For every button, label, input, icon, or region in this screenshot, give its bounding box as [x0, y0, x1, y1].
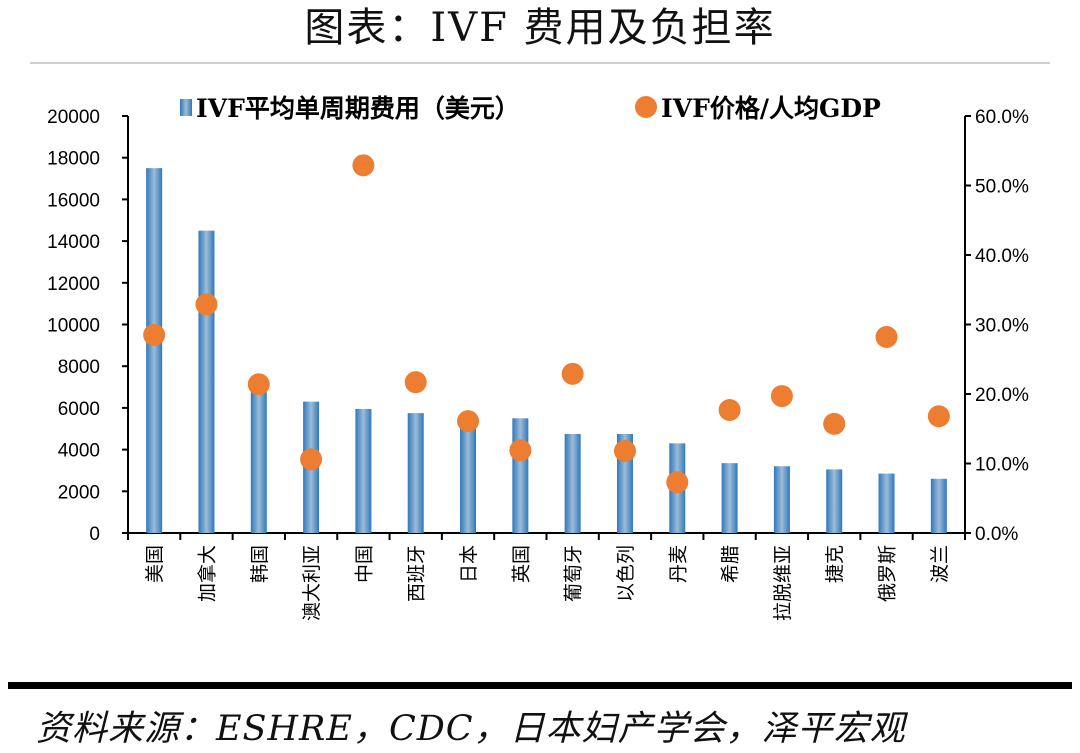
- right-tick-label: 10.0%: [975, 455, 1029, 476]
- category-label: 加拿大: [195, 545, 218, 602]
- right-tick-label: 60.0%: [975, 107, 1029, 128]
- scatter-point: [875, 326, 898, 349]
- bar: [512, 418, 529, 533]
- scatter-point: [195, 293, 218, 316]
- bar: [930, 478, 947, 533]
- bar: [250, 383, 267, 533]
- legend-dot-swatch: [635, 96, 657, 118]
- right-tick-label: 20.0%: [975, 385, 1029, 406]
- category-label: 捷克: [824, 545, 846, 583]
- category-label: 波兰: [929, 545, 951, 583]
- right-tick-label: 50.0%: [975, 177, 1029, 198]
- bar: [460, 420, 477, 533]
- left-tick-label: 18000: [47, 149, 100, 170]
- left-tick-label: 10000: [47, 316, 100, 337]
- category-label: 日本: [458, 545, 480, 583]
- left-tick-label: 20000: [47, 107, 100, 128]
- category-label: 以色列: [615, 545, 637, 602]
- scatter-point: [613, 439, 636, 462]
- category-label: 中国: [353, 545, 375, 583]
- bar: [564, 433, 581, 533]
- category-label: 俄罗斯: [877, 545, 899, 602]
- title-divider: [30, 62, 1050, 64]
- left-tick-label: 12000: [47, 274, 100, 295]
- scatter-point: [666, 471, 689, 494]
- bar: [198, 230, 215, 534]
- scatter-point: [927, 405, 950, 428]
- scatter-point: [352, 154, 375, 177]
- scatter-point: [404, 371, 427, 394]
- category-label: 西班牙: [406, 545, 428, 602]
- category-label: 拉脱维亚: [772, 545, 794, 621]
- scatter-point: [300, 448, 323, 471]
- bar: [773, 466, 790, 533]
- page-title: 图表：IVF 费用及负担率: [304, 5, 776, 51]
- right-tick-label: 30.0%: [975, 316, 1029, 337]
- legend-dot-label: IVF价格/人均GDP: [661, 94, 881, 123]
- category-label: 丹麦: [667, 545, 689, 583]
- bar: [146, 168, 163, 533]
- left-tick-label: 14000: [47, 232, 100, 253]
- legend-bar-label: IVF平均单周期费用（美元）: [196, 94, 520, 123]
- scatter-point: [561, 362, 584, 385]
- left-tick-label: 4000: [58, 441, 100, 462]
- scatter-point: [509, 439, 532, 462]
- left-tick-label: 16000: [47, 190, 100, 211]
- scatter-point: [770, 385, 793, 408]
- scatter-point: [247, 373, 270, 396]
- scatter-point: [143, 323, 166, 346]
- left-tick-label: 2000: [58, 482, 100, 503]
- scatter-point: [718, 398, 741, 421]
- scatter-point: [457, 410, 480, 433]
- left-tick-label: 0: [89, 524, 100, 545]
- bar: [355, 408, 372, 533]
- category-label: 美国: [144, 545, 166, 583]
- right-tick-label: 40.0%: [975, 246, 1029, 267]
- source-note: 资料来源：ESHRE，CDC，日本妇产学会，泽平宏观: [36, 709, 906, 749]
- legend-bar-swatch: [180, 99, 192, 116]
- right-tick-label: 0.0%: [975, 524, 1018, 545]
- category-label: 葡萄牙: [563, 545, 585, 602]
- category-label: 希腊: [720, 545, 742, 583]
- left-tick-label: 6000: [58, 399, 100, 420]
- category-label: 澳大利亚: [301, 545, 323, 621]
- left-tick-label: 8000: [58, 357, 100, 378]
- bottom-divider: [8, 682, 1072, 689]
- scatter-point: [823, 412, 846, 435]
- category-label: 英国: [510, 545, 532, 583]
- bar: [826, 469, 843, 533]
- bar: [407, 413, 424, 533]
- category-label: 韩国: [249, 545, 271, 583]
- bar: [878, 473, 895, 533]
- bar: [721, 463, 738, 533]
